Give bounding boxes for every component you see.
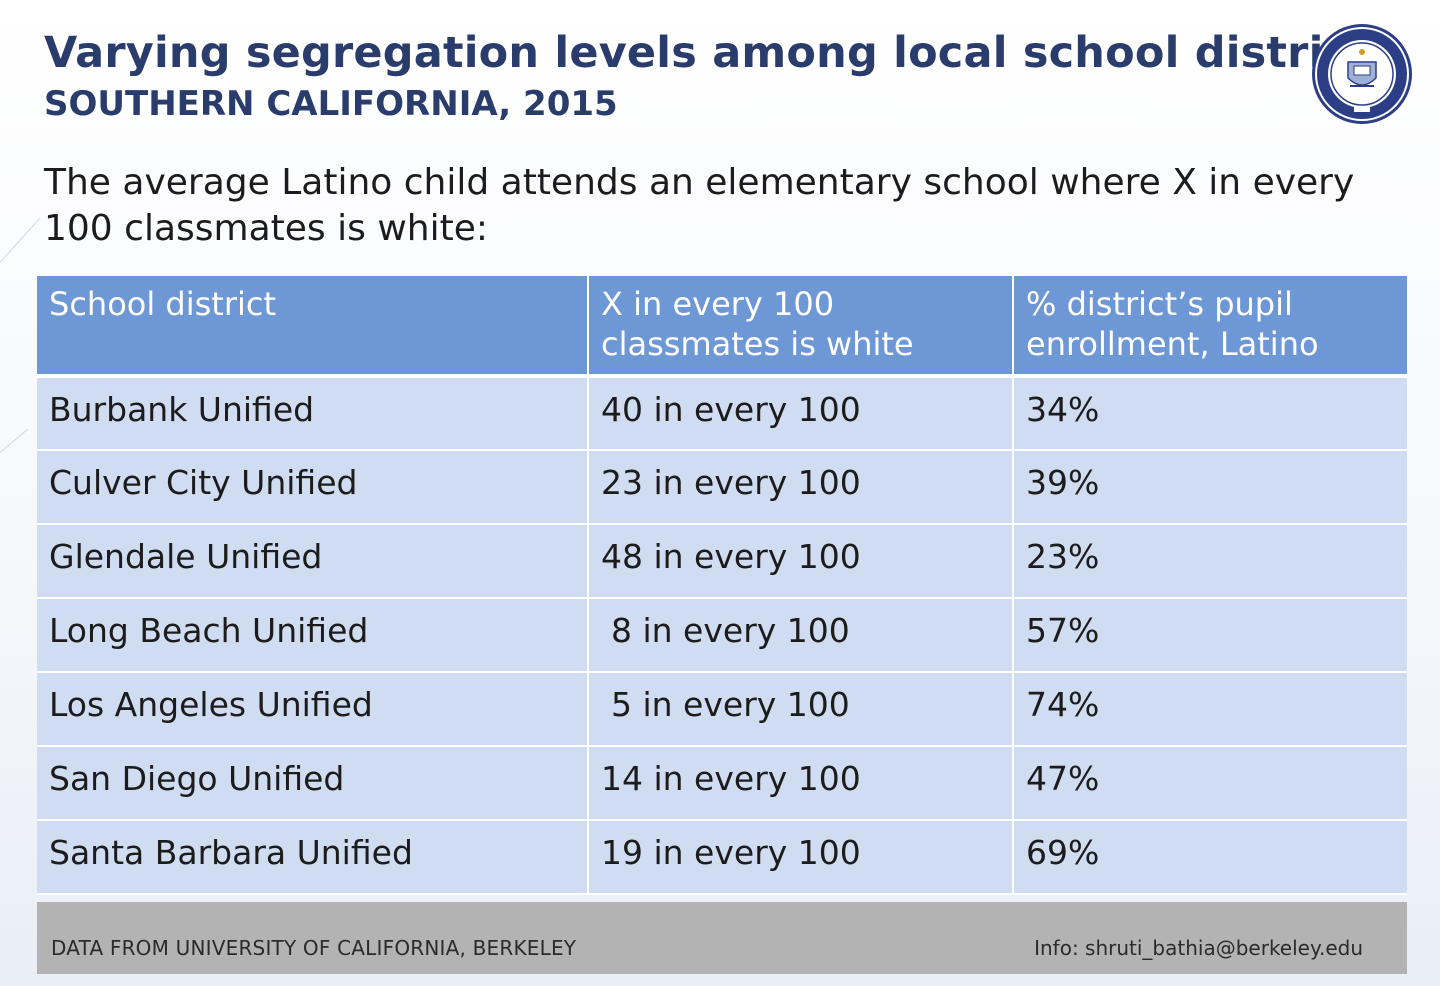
white-classmates-cell: 23 in every 100 — [588, 450, 1014, 525]
table-row: Long Beach Unified 8 in every 100 57% — [37, 598, 1407, 673]
district-cell: Long Beach Unified — [37, 598, 589, 673]
district-cell: Los Angeles Unified — [37, 672, 589, 747]
footer-bar: DATA FROM UNIVERSITY OF CALIFORNIA, BERK… — [37, 902, 1407, 974]
district-cell: San Diego Unified — [37, 746, 589, 821]
white-classmates-cell: 19 in every 100 — [588, 820, 1014, 895]
white-classmates-cell: 40 in every 100 — [588, 376, 1014, 451]
district-cell: Culver City Unified — [37, 450, 589, 525]
latino-enrollment-cell: 69% — [1013, 820, 1407, 895]
decorative-line — [0, 217, 41, 263]
table-row: Culver City Unified 23 in every 100 39% — [37, 450, 1407, 525]
table-row: Glendale Unified 48 in every 100 23% — [37, 524, 1407, 599]
latino-enrollment-cell: 57% — [1013, 598, 1407, 673]
table-row: Santa Barbara Unified 19 in every 100 69… — [37, 820, 1407, 895]
white-classmates-cell: 5 in every 100 — [588, 672, 1014, 747]
white-classmates-cell: 48 in every 100 — [588, 524, 1014, 599]
white-classmates-cell: 14 in every 100 — [588, 746, 1014, 821]
table-row: San Diego Unified 14 in every 100 47% — [37, 746, 1407, 821]
district-cell: Santa Barbara Unified — [37, 820, 589, 895]
latino-enrollment-cell: 39% — [1013, 450, 1407, 525]
decorative-line — [0, 428, 28, 453]
page-subtitle: SOUTHERN CALIFORNIA, 2015 — [44, 84, 618, 124]
table-row: Los Angeles Unified 5 in every 100 74% — [37, 672, 1407, 747]
contact-info: Info: shruti_bathia@berkeley.edu — [1034, 936, 1363, 960]
latino-enrollment-cell: 47% — [1013, 746, 1407, 821]
column-header-district: School district — [37, 276, 589, 378]
table-header-row: School district X in every 100 classmate… — [37, 276, 1407, 378]
district-cell: Glendale Unified — [37, 524, 589, 599]
data-source-note: DATA FROM UNIVERSITY OF CALIFORNIA, BERK… — [51, 936, 577, 960]
districts-table: School district X in every 100 classmate… — [37, 276, 1407, 895]
white-classmates-cell: 8 in every 100 — [588, 598, 1014, 673]
latino-enrollment-cell: 23% — [1013, 524, 1407, 599]
university-seal-icon — [1312, 24, 1412, 124]
latino-enrollment-cell: 34% — [1013, 376, 1407, 451]
district-cell: Burbank Unified — [37, 376, 589, 451]
column-header-white-classmates: X in every 100 classmates is white — [588, 276, 1014, 378]
latino-enrollment-cell: 74% — [1013, 672, 1407, 747]
page-title: Varying segregation levels among local s… — [44, 28, 1396, 78]
intro-text: The average Latino child attends an elem… — [44, 162, 1355, 249]
table-row: Burbank Unified 40 in every 100 34% — [37, 376, 1407, 451]
column-header-latino-enrollment: % district’s pupil enrollment, Latino — [1013, 276, 1407, 378]
